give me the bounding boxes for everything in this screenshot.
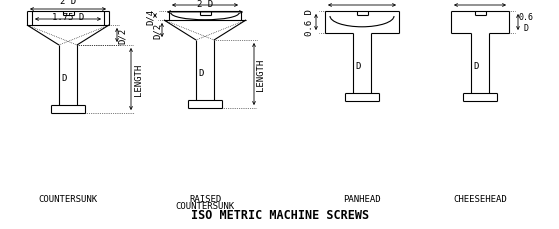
Text: COUNTERSUNK: COUNTERSUNK: [176, 201, 235, 210]
Text: CHEESEHEAD: CHEESEHEAD: [453, 194, 507, 203]
Text: 1.6 D: 1.6 D: [467, 0, 494, 2]
Text: ISO METRIC MACHINE SCREWS: ISO METRIC MACHINE SCREWS: [191, 208, 369, 221]
Text: D/4: D/4: [145, 8, 154, 25]
Text: 2 D: 2 D: [197, 0, 213, 9]
Text: LENGTH: LENGTH: [134, 64, 143, 96]
Text: D: D: [61, 74, 67, 83]
Text: D/2: D/2: [153, 23, 162, 39]
Text: RAISED: RAISED: [189, 194, 221, 203]
Text: COUNTERSUNK: COUNTERSUNK: [39, 194, 98, 203]
Text: PANHEAD: PANHEAD: [343, 194, 381, 203]
Text: LENGTH: LENGTH: [257, 59, 266, 91]
Text: 2 D: 2 D: [60, 0, 76, 6]
Text: D: D: [355, 62, 361, 71]
Text: 0.6
D: 0.6 D: [519, 13, 533, 33]
Text: 2 D: 2 D: [354, 0, 370, 2]
Text: D/2: D/2: [117, 28, 126, 44]
Text: 1.75 D: 1.75 D: [189, 0, 221, 2]
Text: D: D: [198, 69, 203, 78]
Text: D: D: [473, 62, 479, 71]
Text: 1.75 D: 1.75 D: [52, 13, 84, 22]
Text: 0.6 D: 0.6 D: [306, 10, 315, 36]
